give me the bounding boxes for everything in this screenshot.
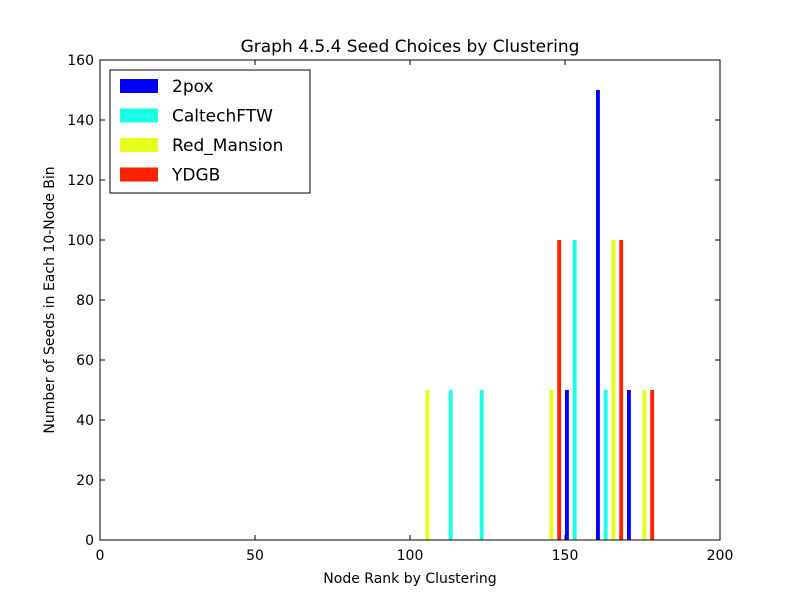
bar-2pox-170 [627,390,631,540]
bar-caltechftw-110 [448,390,453,540]
x-axis-label: Node Rank by Clustering [323,571,496,587]
legend-swatch-red-mansion [120,138,158,152]
x-tick-label: 50 [246,548,264,564]
ticks-group: 0 50 100 150 200 0 20 40 60 80 100 120 140 160 [67,53,733,564]
legend-label-red-mansion: Red_Mansion [172,136,283,156]
y-tick-label: 140 [67,113,94,129]
legend-swatch-caltechftw [120,108,158,123]
bar-ydgb-140 [557,240,562,540]
legend: 2pox CaltechFTW Red_Mansion YDGB [109,69,311,194]
x-tick-label: 0 [96,548,105,564]
y-tick-label: 80 [76,293,94,309]
y-tick-label: 100 [67,233,94,249]
bar-red-mansion-170 [642,390,647,540]
bar-red-mansion-100 [425,390,430,540]
legend-swatch-ydgb [120,167,158,182]
x-tick-label: 100 [397,548,424,564]
bar-caltechftw-160 [603,390,608,540]
chart-title: Graph 4.5.4 Seed Choices by Clustering [241,37,580,57]
x-tick-label: 150 [552,548,579,564]
y-tick-label: 20 [76,473,94,489]
bars-group [425,90,655,540]
y-axis-label: Number of Seeds in Each 10-Node Bin [42,166,58,433]
bar-caltechftw-120 [479,390,484,540]
legend-label-ydgb: YDGB [171,166,220,186]
legend-label-2pox: 2pox [172,77,214,97]
bar-red-mansion-140 [549,390,554,540]
bar-ydgb-160 [619,240,624,540]
bar-caltechftw-150 [572,240,577,540]
y-tick-label: 120 [67,173,94,189]
bar-ydgb-170 [650,390,655,540]
bar-2pox-160 [596,90,600,540]
y-tick-label: 60 [76,353,94,369]
y-tick-label: 0 [85,533,94,549]
bar-red-mansion-160 [611,240,616,540]
y-tick-label: 40 [76,413,94,429]
legend-label-caltechftw: CaltechFTW [172,107,273,127]
legend-swatch-2pox [120,79,158,93]
bar-2pox-150 [565,390,569,540]
y-tick-label: 160 [67,53,94,69]
x-tick-label: 200 [707,548,734,564]
